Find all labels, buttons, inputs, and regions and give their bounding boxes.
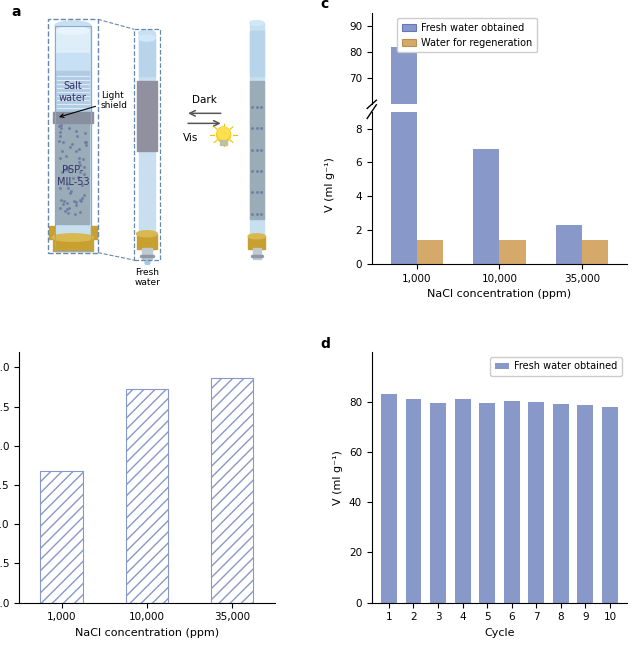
Bar xyxy=(582,240,608,264)
Ellipse shape xyxy=(139,35,156,41)
Legend: Fresh water obtained: Fresh water obtained xyxy=(490,356,622,376)
Bar xyxy=(381,395,397,603)
Text: Fresh
water: Fresh water xyxy=(134,268,161,287)
Text: PSP-
MIL-53: PSP- MIL-53 xyxy=(56,165,89,187)
Bar xyxy=(602,408,618,603)
Bar xyxy=(136,234,157,249)
Ellipse shape xyxy=(218,127,229,140)
Bar xyxy=(92,226,97,239)
Bar xyxy=(56,119,90,224)
Bar xyxy=(53,238,93,251)
Ellipse shape xyxy=(216,127,230,143)
Bar xyxy=(211,378,253,603)
Bar xyxy=(553,404,569,603)
Bar xyxy=(139,33,156,249)
Bar xyxy=(577,405,593,603)
Ellipse shape xyxy=(52,234,93,241)
X-axis label: NaCl concentration (ppm): NaCl concentration (ppm) xyxy=(75,628,219,638)
Bar xyxy=(55,25,91,251)
Bar xyxy=(56,30,90,68)
Bar xyxy=(125,389,168,603)
Text: Vis: Vis xyxy=(182,133,198,143)
Bar xyxy=(499,257,526,261)
Bar xyxy=(248,237,266,249)
X-axis label: Cycle: Cycle xyxy=(484,628,515,638)
Bar xyxy=(430,403,446,603)
Bar xyxy=(55,25,91,251)
Bar xyxy=(220,140,227,145)
Bar xyxy=(250,30,264,76)
Bar xyxy=(454,399,470,603)
Legend: Fresh water obtained, Water for regeneration: Fresh water obtained, Water for regenera… xyxy=(397,18,538,52)
Ellipse shape xyxy=(139,30,156,36)
Bar xyxy=(134,29,160,260)
Bar xyxy=(406,399,422,603)
Text: a: a xyxy=(12,5,21,19)
Bar xyxy=(253,248,261,259)
Bar xyxy=(390,0,417,264)
Bar xyxy=(556,255,582,261)
Bar xyxy=(142,248,152,259)
Text: Light
shield: Light shield xyxy=(60,91,128,117)
Bar xyxy=(139,38,156,76)
Bar xyxy=(529,402,544,603)
Ellipse shape xyxy=(248,234,266,239)
Ellipse shape xyxy=(136,231,157,237)
Bar xyxy=(556,225,582,264)
Bar xyxy=(250,23,264,249)
Bar xyxy=(473,243,499,261)
Bar xyxy=(479,403,495,603)
Bar xyxy=(473,149,499,264)
Bar xyxy=(56,71,90,113)
Bar xyxy=(417,240,444,264)
Bar xyxy=(138,81,157,151)
Text: c: c xyxy=(321,0,329,10)
Bar xyxy=(40,471,83,603)
X-axis label: NaCl concentration (ppm): NaCl concentration (ppm) xyxy=(428,289,572,299)
Bar xyxy=(53,112,93,123)
Bar xyxy=(48,19,98,253)
Bar xyxy=(417,257,444,261)
Y-axis label: V (ml g⁻¹): V (ml g⁻¹) xyxy=(333,450,343,505)
Text: Salt
water: Salt water xyxy=(59,81,87,103)
Bar xyxy=(250,81,264,219)
Bar xyxy=(582,257,608,261)
Bar xyxy=(390,47,417,261)
Text: Dark: Dark xyxy=(192,95,217,104)
Ellipse shape xyxy=(56,27,90,34)
Bar xyxy=(49,226,54,239)
Bar xyxy=(56,53,90,68)
Bar xyxy=(499,240,526,264)
Text: d: d xyxy=(321,337,330,351)
Bar xyxy=(504,400,520,603)
Text: V (ml g⁻¹): V (ml g⁻¹) xyxy=(324,157,335,212)
Ellipse shape xyxy=(250,21,264,25)
Ellipse shape xyxy=(55,21,91,30)
